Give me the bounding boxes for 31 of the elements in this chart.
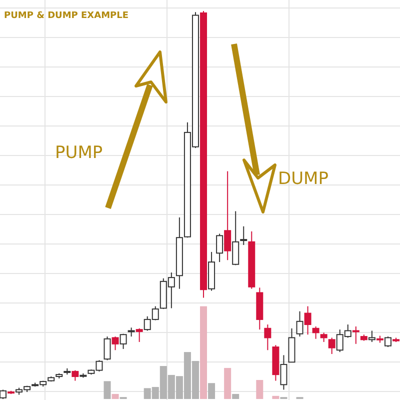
bar <box>104 381 111 399</box>
candlestick <box>384 336 392 348</box>
annotation: DUMP <box>278 169 328 189</box>
bar <box>112 394 119 399</box>
candlestick <box>312 326 320 340</box>
candlestick <box>136 328 143 342</box>
candlestick <box>104 336 111 361</box>
candlestick <box>352 326 360 344</box>
bar <box>272 396 280 399</box>
bar <box>256 380 264 399</box>
candlestick <box>232 210 240 266</box>
candlestick <box>304 306 312 336</box>
candlestick <box>264 324 272 351</box>
bar <box>200 306 208 399</box>
bar <box>208 383 216 399</box>
candlestick <box>120 333 127 350</box>
candlestick <box>112 336 119 351</box>
bar <box>224 368 232 399</box>
candlestick <box>0 389 6 400</box>
bar <box>232 394 240 399</box>
candlestick <box>368 330 376 342</box>
candlestick <box>320 332 328 342</box>
candlestick <box>296 310 304 338</box>
candlestick <box>224 170 232 261</box>
candlestick <box>216 233 224 263</box>
chart-title: PUMP & DUMP EXAMPLE <box>4 11 129 21</box>
candlestick <box>328 337 336 354</box>
candlestick <box>280 354 288 390</box>
annotation: PUMP <box>55 143 103 163</box>
candlestick <box>240 226 248 246</box>
candlestick <box>72 370 79 382</box>
